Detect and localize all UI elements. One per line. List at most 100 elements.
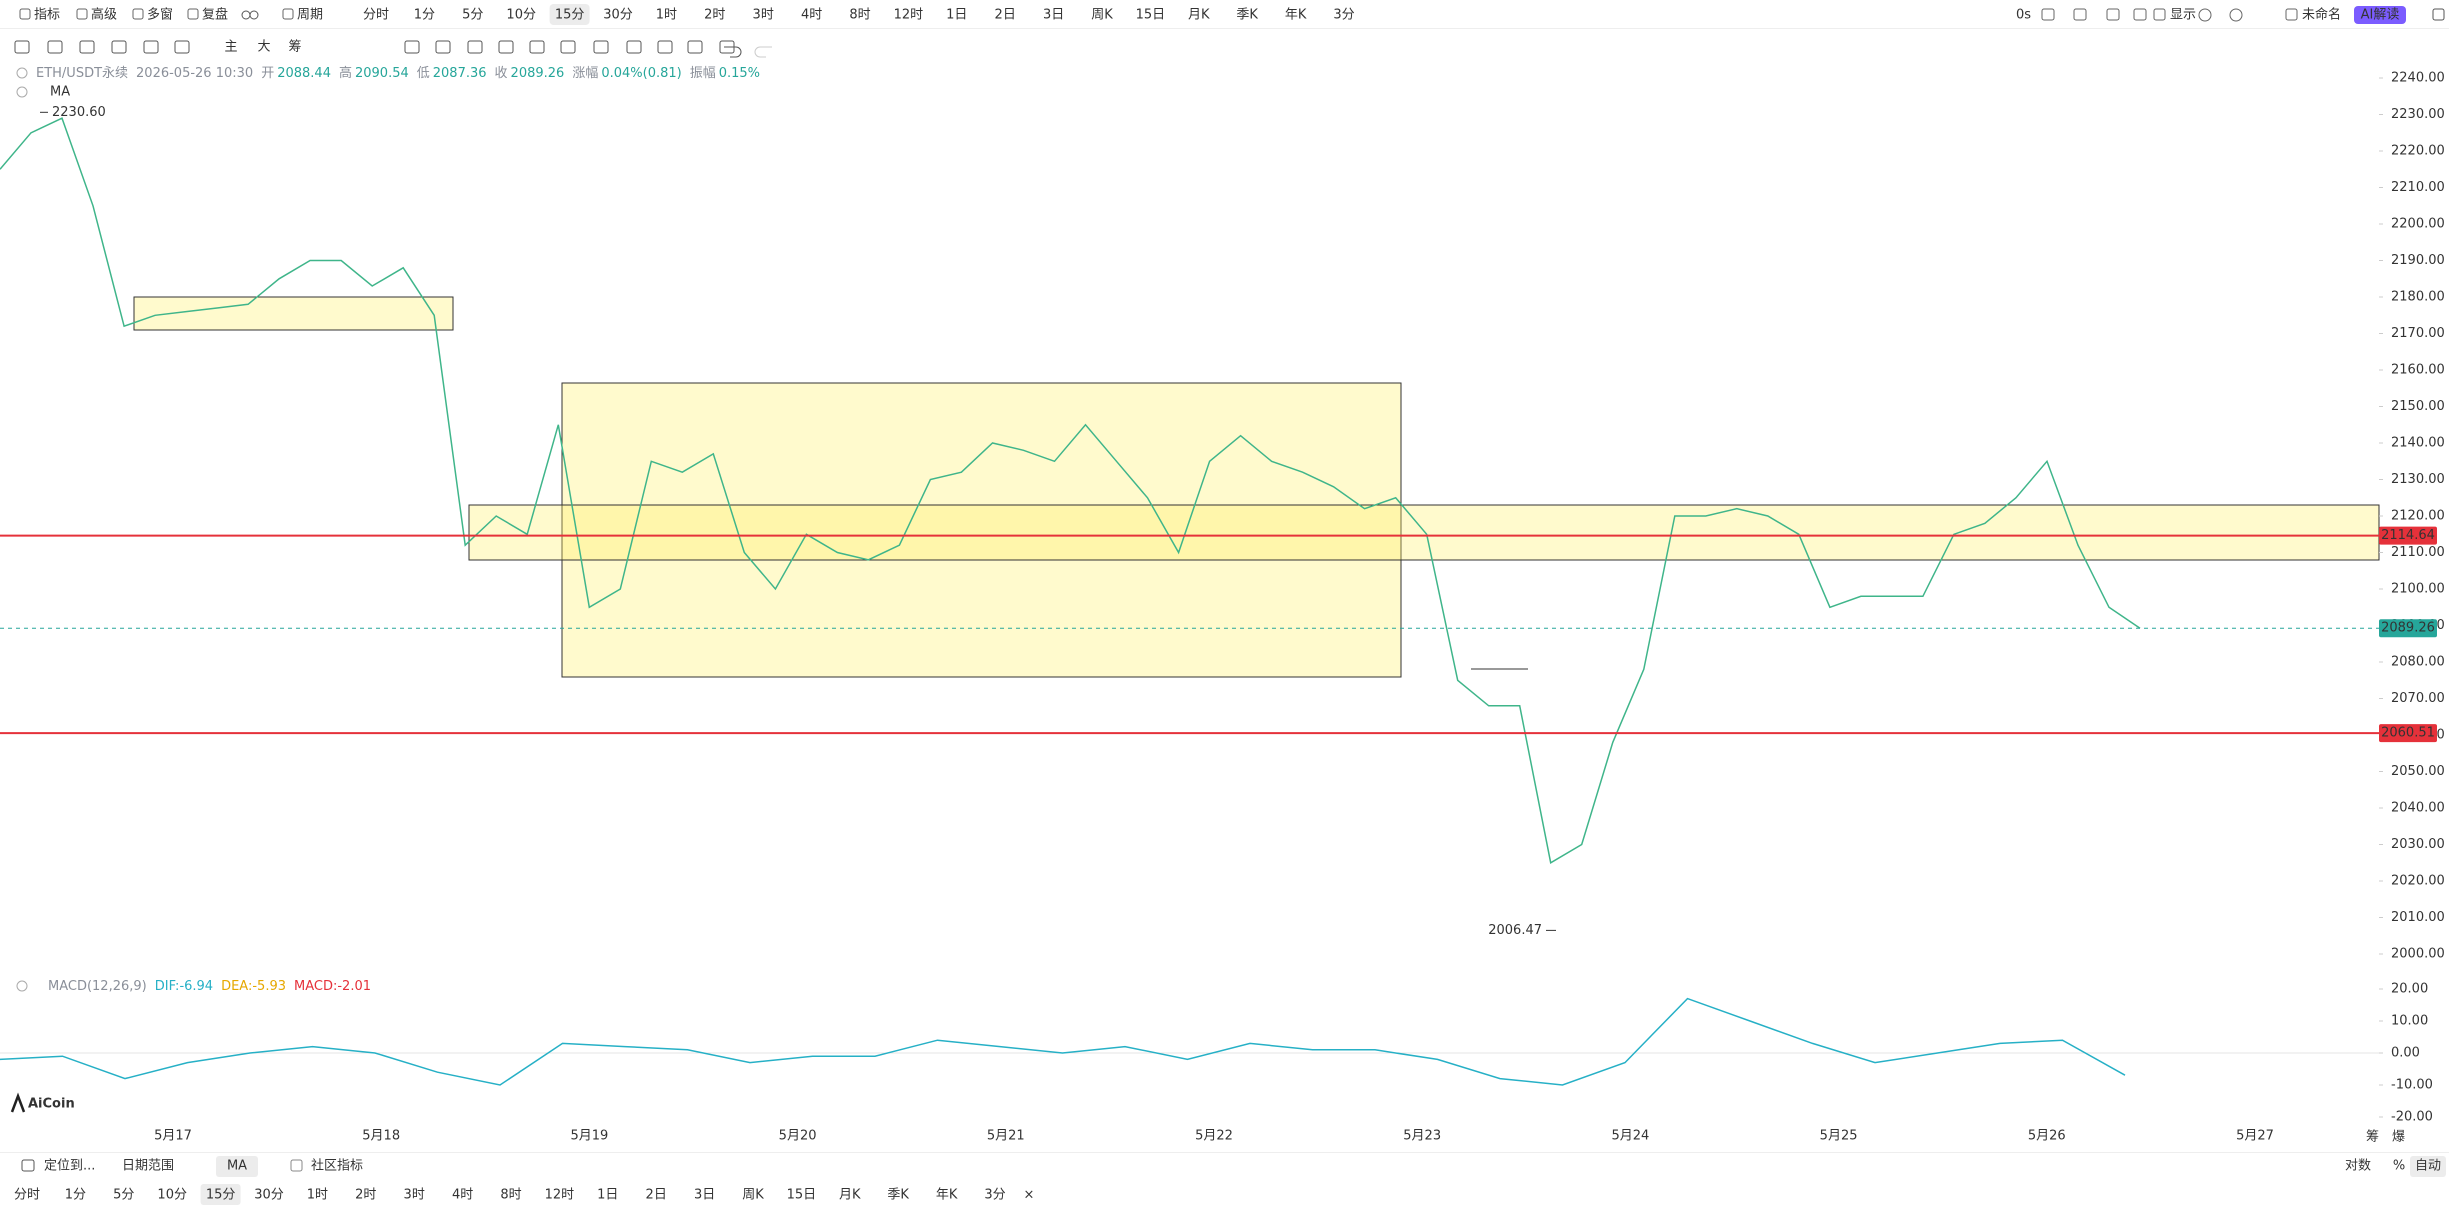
bottom-item[interactable]: 日期范围 [122,1159,174,1174]
draw-tool[interactable] [687,40,703,54]
period-tab[interactable]: 分时 [14,1188,40,1203]
period-tab[interactable]: 15分 [206,1188,236,1203]
period-tab[interactable]: 3时 [753,8,774,23]
draw-tool[interactable] [435,40,451,54]
ai-button[interactable] [2354,6,2406,24]
draw-tool[interactable] [467,40,483,54]
scale-option[interactable]: 对数 [2345,1159,2371,1174]
menu-item[interactable]: 指标 [34,8,60,23]
menu-item[interactable]: 多窗 [147,7,173,23]
tool-icon[interactable] [2198,8,2212,22]
period-tab[interactable]: 3分 [984,1188,1005,1203]
draw-tool[interactable] [47,40,63,54]
side-label[interactable]: 爆 [2392,1130,2405,1145]
period-tab[interactable]: 1分 [414,8,435,23]
ohlc-info: ETH/USDT永续 2026-05-26 10:30 开 2088.44 高 2090.… [36,65,760,81]
period-tab[interactable]: 1日 [946,8,967,23]
draw-tool[interactable] [657,40,673,54]
side-label[interactable]: 筹 [2366,1129,2379,1145]
tool-icon[interactable] [2229,8,2243,22]
tool-icon[interactable] [2133,8,2147,21]
menu-item[interactable]: 周期 [297,8,323,23]
bottom-item[interactable]: 定位到... [44,1159,95,1174]
draw-tool[interactable] [529,40,545,54]
period-tab[interactable]: 1分 [65,1188,86,1203]
period-tab[interactable]: 4时 [452,1188,473,1203]
draw-tool[interactable] [626,40,642,54]
draw-tool[interactable] [560,40,576,54]
date-label: 5月22 [1195,1129,1233,1144]
y-tick-label: 2190.00 [2391,253,2445,268]
period-tab[interactable]: 30分 [254,1188,284,1203]
draw-tool[interactable] [593,40,609,54]
period-tab[interactable]: 2时 [704,8,725,23]
period-tab[interactable]: 1时 [307,1188,328,1203]
y-tick-label: 2140.00 [2391,436,2445,451]
period-tab[interactable]: 月K [839,1188,861,1203]
period-tab[interactable]: 分时 [363,8,389,23]
draw-tool[interactable] [79,40,95,54]
period-tab[interactable]: 10分 [506,8,536,23]
period-tab[interactable]: 年K [1285,8,1307,23]
period-tab[interactable]: 2日 [646,1188,667,1203]
right-item[interactable]: 0s [2016,8,2031,23]
draw-tool[interactable] [174,40,190,54]
period-tab[interactable]: 季K [1236,8,1258,23]
y-tick-label: 2050.00 [2391,764,2445,779]
period-tab[interactable]: 月K [1188,8,1210,23]
period-tab[interactable]: 12时 [894,8,924,23]
period-tab[interactable]: 2日 [995,8,1016,23]
period-tab[interactable]: 3分 [1333,8,1354,23]
period-tab[interactable]: 12时 [545,1188,575,1203]
draw-tool[interactable] [14,40,30,54]
price-level-tag [2379,526,2437,545]
period-tab[interactable]: 1日 [597,1188,618,1203]
period-tab[interactable]: 30分 [603,8,633,23]
draw-tool-label[interactable]: 大 [257,40,270,55]
draw-tool-label[interactable]: 筹 [288,39,301,55]
menu-item[interactable]: 复盘 [202,7,228,23]
period-tab[interactable]: 2时 [355,1188,376,1203]
period-tab[interactable]: 3日 [1043,8,1064,23]
period-tab[interactable]: 15日 [1136,8,1166,23]
draw-tool[interactable] [143,40,159,54]
right-item[interactable]: 显示 [2170,8,2196,23]
scale-option[interactable]: 自动 [2415,1159,2441,1174]
share-icon[interactable] [2432,8,2445,21]
draw-tool-label[interactable]: 主 [224,40,237,55]
period-tab[interactable]: 3时 [404,1188,425,1203]
period-tab[interactable]: 15分 [555,8,585,23]
period-tab[interactable]: 1时 [656,8,677,23]
logo-mark [10,1092,26,1113]
stat-label: 收 [495,66,508,81]
period-tab[interactable]: 5分 [462,8,483,23]
period-tab[interactable]: 周K [1091,8,1113,23]
period-tab[interactable]: 3日 [694,1188,715,1203]
period-tab[interactable]: 8时 [500,1188,521,1203]
menu-item[interactable]: 高级 [91,7,117,23]
period-tab[interactable]: 年K [936,1188,958,1203]
period-tab[interactable]: 4时 [801,8,822,23]
tool-icon[interactable] [2041,8,2055,21]
period-tab[interactable]: 季K [887,1188,909,1203]
y-tick-label: 2150.00 [2391,399,2445,414]
stat-value: 2088.44 [277,66,331,81]
ma-button[interactable] [216,1156,258,1177]
tool-icon[interactable] [2106,8,2120,21]
right-item[interactable]: 未命名 [2302,7,2341,23]
tool-icon[interactable] [2073,8,2087,21]
period-tab[interactable]: 10分 [157,1188,187,1203]
draw-tool[interactable] [404,40,420,54]
ai-label[interactable]: AI解读 [2361,8,2400,23]
period-tab[interactable]: 5分 [113,1188,134,1203]
draw-tool[interactable] [111,40,127,54]
menu-icon [132,8,144,20]
bottom-item[interactable]: MA [227,1159,247,1174]
period-tab[interactable]: 8时 [849,8,870,23]
scale-option[interactable]: % [2393,1159,2405,1174]
period-tab[interactable]: 周K [742,1188,764,1203]
bottom-item[interactable]: 社区指标 [311,1158,363,1174]
close-button[interactable]: × [1024,1188,1035,1203]
period-tab[interactable]: 15日 [787,1188,817,1203]
draw-tool[interactable] [498,40,514,54]
